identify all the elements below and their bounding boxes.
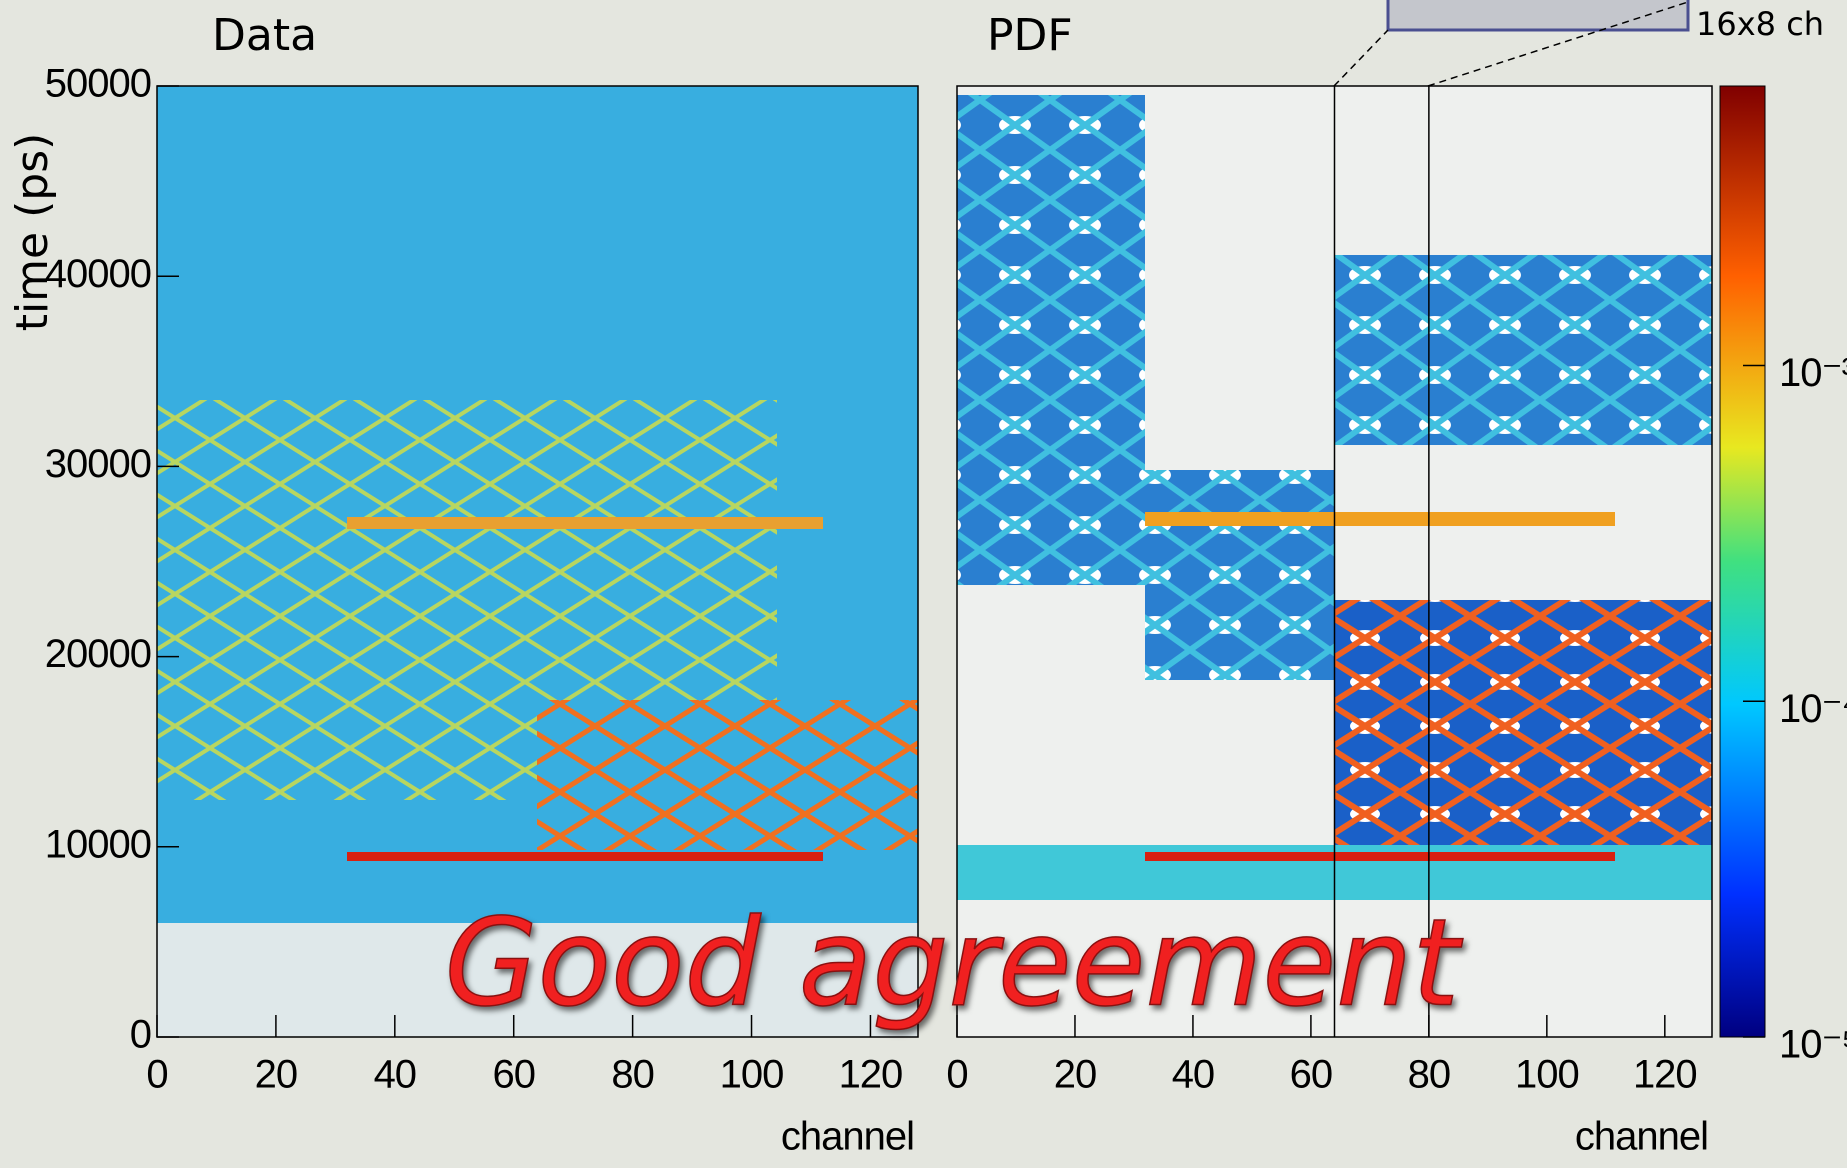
x-tick-label: 80 (1408, 1053, 1451, 1097)
colorbar-tick-label: 10⁻³ (1779, 351, 1847, 395)
x-tick-label: 0 (146, 1053, 167, 1097)
colorbar-tick-label: 10⁻⁴ (1779, 687, 1847, 731)
module-inset (1386, 0, 1690, 32)
y-tick-label: 40000 (45, 252, 151, 296)
y-tick-label: 20000 (45, 632, 151, 676)
x-axis-label: channel (781, 1115, 914, 1159)
x-tick-label: 40 (1172, 1053, 1215, 1097)
y-axis-label: time (ps) (7, 133, 58, 332)
annotation: 16x8 ch (1696, 5, 1824, 43)
x-tick-label: 120 (839, 1053, 903, 1097)
x-tick-label: 60 (492, 1053, 535, 1097)
x-tick-label: 80 (611, 1053, 654, 1097)
y-tick-label: 0 (130, 1013, 151, 1057)
x-tick-label: 100 (720, 1053, 784, 1097)
x-tick-label: 20 (1054, 1053, 1097, 1097)
zoom-lines (1333, 1, 1689, 87)
colorbar-tick-label: 10⁻⁵ (1779, 1023, 1847, 1067)
x-tick-label: 20 (255, 1053, 298, 1097)
y-tick-label: 30000 (45, 442, 151, 486)
chart-title: PDF (987, 10, 1073, 61)
plot-frame (156, 85, 919, 1038)
data-heatmap-image (157, 86, 918, 1037)
chart-title: Data (212, 10, 317, 61)
x-tick-label: 60 (1290, 1053, 1333, 1097)
x-tick-label: 40 (374, 1053, 417, 1097)
x-axis-label: channel (1575, 1115, 1708, 1159)
colorbar (1719, 85, 1766, 1038)
y-tick-label: 10000 (45, 822, 151, 866)
x-tick-label: 120 (1633, 1053, 1697, 1097)
annotation: Good agreement (445, 895, 1464, 1034)
y-tick-label: 50000 (45, 62, 151, 106)
x-tick-label: 0 (946, 1053, 967, 1097)
x-tick-label: 100 (1515, 1053, 1579, 1097)
